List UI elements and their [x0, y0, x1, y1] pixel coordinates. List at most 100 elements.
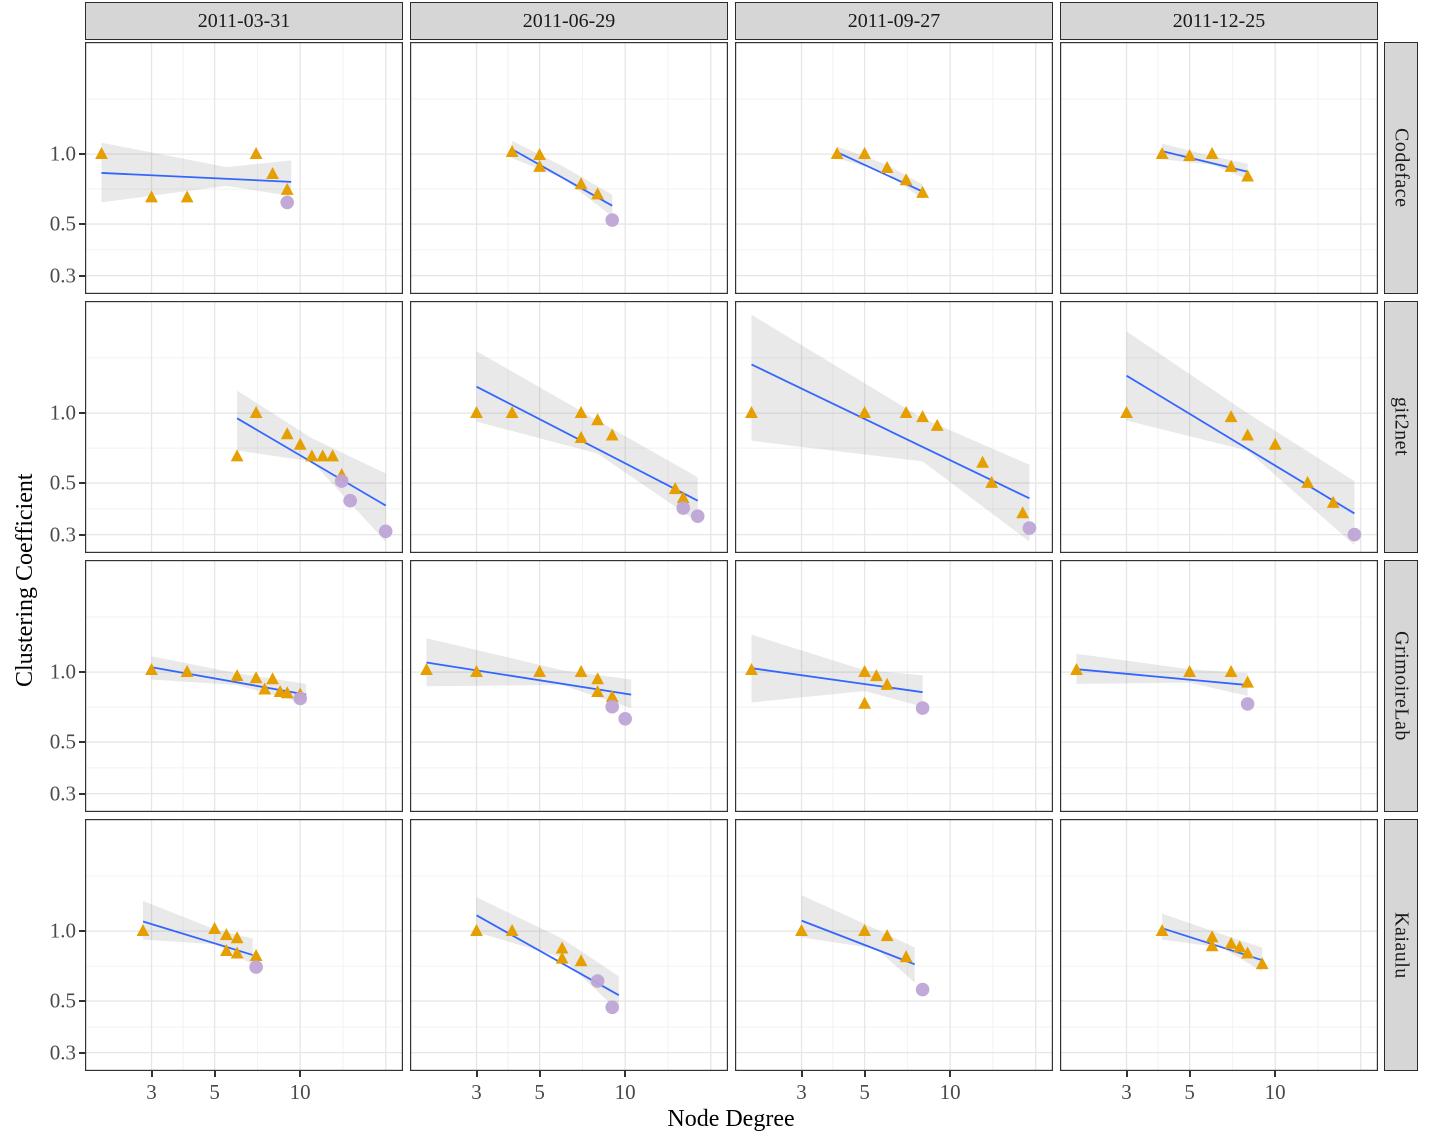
y-tick-mark: [79, 1000, 85, 1003]
triangle-point: [470, 665, 483, 677]
triangle-point: [830, 147, 844, 159]
triangle-point: [533, 159, 546, 172]
circle-point: [334, 474, 349, 488]
triangle-point: [858, 147, 871, 159]
panel-border: [1060, 819, 1378, 1071]
triangle-point: [1224, 159, 1238, 172]
triangle-point: [899, 173, 913, 186]
triangle-point: [676, 491, 690, 504]
y-tick-mark: [79, 412, 85, 415]
triangle-point: [1155, 147, 1169, 159]
confidence-band: [1076, 653, 1248, 696]
trend-line: [1076, 668, 1248, 686]
panel-border: [1060, 301, 1378, 553]
facet-row-strip-label: GrimoireLab: [1390, 631, 1413, 741]
x-tick-mark: [538, 1071, 541, 1077]
trend-line: [142, 920, 253, 956]
confidence-band: [237, 390, 386, 542]
triangle-point: [249, 671, 263, 684]
panel-Codeface-2011-09-27: [735, 42, 1053, 294]
triangle-point: [230, 931, 244, 944]
panel-border: [1060, 560, 1378, 812]
triangle-point: [899, 406, 913, 418]
triangle-point: [985, 475, 999, 488]
y-tick-mark: [79, 533, 85, 536]
circle-point: [590, 974, 605, 988]
trend-line: [236, 417, 387, 507]
panel-Kaiaulu-2011-06-29: [410, 819, 728, 1071]
triangle-point: [976, 455, 989, 468]
triangle-point: [305, 449, 319, 462]
panel-border: [85, 42, 403, 294]
triangle-point: [1205, 939, 1219, 952]
x-tick-mark: [863, 1071, 866, 1077]
panel-GrimoireLab-2011-06-29: [410, 560, 728, 812]
triangle-point: [745, 406, 758, 418]
x-tick-label: 3: [471, 1080, 482, 1104]
triangle-point: [1224, 936, 1238, 949]
triangle-point: [858, 406, 871, 418]
triangle-point: [1241, 169, 1254, 182]
trend-line: [476, 385, 699, 502]
circle-point: [605, 699, 619, 714]
facet-row-strip-label: git2net: [1390, 397, 1413, 457]
triangle-point: [1016, 506, 1030, 519]
triangle-point: [505, 145, 519, 157]
x-tick-label: 3: [146, 1080, 157, 1104]
triangle-point: [899, 950, 913, 963]
trend-line: [751, 363, 1030, 500]
triangle-point: [668, 482, 682, 495]
y-tick-mark: [79, 274, 85, 277]
facet-row-strip-label: Codeface: [1390, 128, 1413, 208]
y-tick-mark: [79, 671, 85, 674]
triangle-point: [326, 449, 339, 462]
panel-GrimoireLab-2011-12-25: [1060, 560, 1378, 812]
triangle-point: [555, 941, 569, 954]
x-tick-label: 5: [1184, 1080, 1195, 1104]
x-tick-mark: [150, 1071, 153, 1077]
triangle-point: [533, 148, 546, 160]
panel-border: [735, 301, 1053, 553]
triangle-point: [574, 665, 588, 677]
confidence-band: [837, 146, 923, 200]
triangle-point: [1205, 147, 1219, 159]
triangle-point: [858, 696, 871, 709]
x-tick-label: 10: [289, 1080, 311, 1104]
circle-point: [1347, 527, 1362, 542]
panel-border: [410, 42, 728, 294]
triangle-point: [1224, 665, 1238, 677]
trend-line: [751, 667, 923, 694]
panel-Kaiaulu-2011-09-27: [735, 819, 1053, 1071]
x-tick-mark: [949, 1071, 952, 1077]
triangle-point: [1255, 957, 1269, 970]
circle-point: [343, 493, 358, 508]
triangle-point: [180, 190, 194, 203]
x-tick-mark: [800, 1071, 803, 1077]
panel-border: [410, 819, 728, 1071]
facet-row-strip: git2net: [1384, 301, 1418, 553]
triangle-point: [1233, 940, 1247, 953]
triangle-point: [208, 922, 221, 934]
y-tick-mark: [79, 223, 85, 226]
panel-border: [85, 301, 403, 553]
triangle-point: [266, 672, 279, 685]
y-tick-label: 0.3: [49, 781, 76, 806]
triangle-point: [1070, 663, 1083, 675]
triangle-point: [1120, 406, 1133, 418]
triangle-point: [230, 669, 244, 682]
triangle-point: [1155, 924, 1169, 936]
triangle-point: [180, 665, 194, 677]
y-tick-label: 0.3: [49, 263, 76, 288]
triangle-point: [574, 431, 588, 443]
x-tick-label: 3: [1121, 1080, 1132, 1104]
triangle-point: [1183, 149, 1196, 161]
triangle-point: [916, 185, 929, 198]
x-tick-mark: [299, 1071, 302, 1077]
circle-point: [676, 501, 690, 515]
triangle-point: [258, 682, 272, 695]
triangle-point: [1301, 475, 1314, 488]
circle-point: [915, 701, 930, 715]
triangle-point: [591, 672, 604, 685]
x-tick-label: 5: [209, 1080, 220, 1104]
